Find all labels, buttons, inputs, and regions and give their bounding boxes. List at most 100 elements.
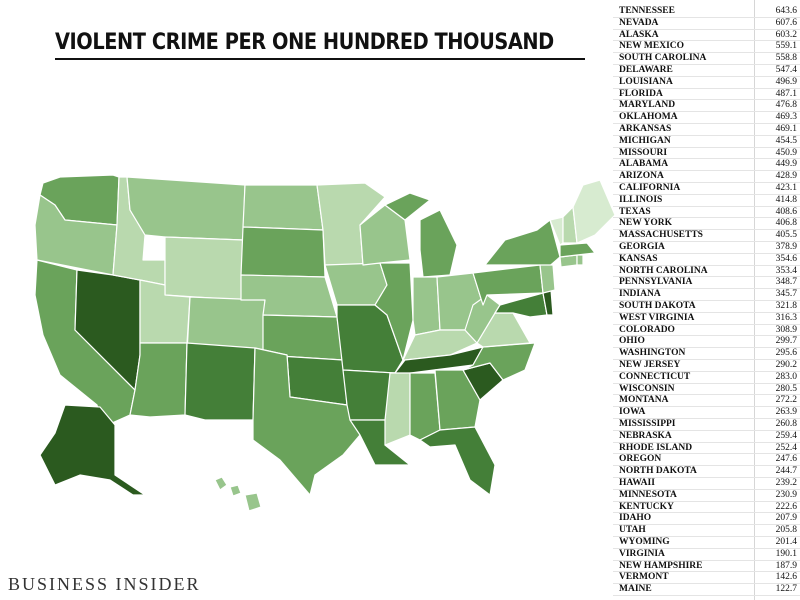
crime-rate-value: 428.9	[775, 171, 797, 182]
table-row: ALASKA 603.2	[613, 30, 800, 42]
table-row: ARIZONA 428.9	[613, 171, 800, 183]
state-massachusetts	[559, 242, 596, 258]
state-name: NORTH DAKOTA	[619, 466, 697, 477]
state-name: LOUISIANA	[619, 76, 673, 87]
table-row: NEVADA 607.6	[613, 18, 800, 30]
crime-rate-value: 308.9	[775, 324, 797, 335]
crime-rate-value: 290.2	[775, 360, 797, 370]
us-choropleth-map	[34, 174, 616, 512]
table-row: IDAHO 207.9	[613, 513, 800, 526]
state-name: MISSOURI	[619, 147, 668, 158]
crime-rate-value: 187.9	[775, 560, 797, 571]
state-name: MINNESOTA	[619, 489, 677, 500]
state-michigan	[419, 209, 458, 278]
business-insider-logo: BUSINESS INSIDER	[8, 574, 201, 594]
state-name: MICHIGAN	[619, 135, 671, 146]
table-row: MICHIGAN 454.5	[613, 136, 800, 148]
crime-rate-value: 476.8	[775, 100, 797, 111]
table-row: GEORGIA 378.9	[613, 242, 800, 254]
crime-rate-value: 280.5	[775, 383, 797, 394]
table-row: NEW HAMPSHIRE 187.9	[613, 561, 800, 573]
table-row: NEBRASKA 259.4	[613, 431, 800, 443]
state-michigan-upper	[384, 192, 431, 221]
crime-rate-value: 607.6	[775, 17, 797, 28]
crime-rate-value: 222.6	[775, 501, 797, 512]
state-illinois	[374, 262, 414, 361]
state-name: PENNSYLVANIA	[619, 277, 693, 288]
crime-rate-value: 207.9	[775, 513, 797, 524]
state-south-dakota	[240, 226, 326, 278]
table-row: VERMONT 142.6	[613, 572, 800, 585]
state-alaska	[39, 404, 146, 496]
state-name: ARIZONA	[619, 171, 664, 182]
crime-rate-value: 450.9	[775, 147, 797, 158]
table-row: UTAH 205.8	[613, 525, 800, 537]
crime-rate-value: 559.1	[775, 41, 797, 52]
crime-rate-value: 378.9	[775, 242, 797, 252]
table-row: WEST VIRGINIA 316.3	[613, 313, 800, 325]
table-row: MISSOURI 450.9	[613, 148, 800, 160]
table-row: MONTANA 272.2	[613, 395, 800, 408]
state-name: ALABAMA	[619, 159, 669, 170]
table-row: WASHINGTON 295.6	[613, 348, 800, 360]
crime-rate-value: 252.4	[775, 442, 797, 453]
crime-rate-value: 263.9	[775, 407, 797, 418]
table-row: OHIO 299.7	[613, 336, 800, 349]
crime-rate-value: 469.3	[775, 112, 797, 123]
crime-rate-value: 345.7	[775, 289, 797, 300]
crime-rate-value: 406.8	[775, 218, 797, 229]
state-name: SOUTH CAROLINA	[619, 53, 707, 64]
state-name: MASSACHUSETTS	[619, 230, 703, 241]
state-name: WYOMING	[619, 537, 670, 547]
state-montana	[126, 176, 246, 241]
crime-rate-value: 469.1	[775, 124, 797, 134]
state-name: NEVADA	[619, 17, 659, 28]
state-name: NEW MEXICO	[619, 41, 685, 52]
state-name: RHODE ISLAND	[619, 442, 693, 453]
crime-rate-value: 449.9	[775, 159, 797, 170]
crime-rate-value: 408.6	[775, 206, 797, 217]
table-row: MINNESOTA 230.9	[613, 490, 800, 502]
state-name: COLORADO	[619, 324, 675, 335]
state-mississippi	[384, 372, 411, 446]
table-row: WYOMING 201.4	[613, 537, 800, 549]
state-name: WISCONSIN	[619, 383, 675, 394]
title-underline	[55, 58, 585, 60]
crime-rate-value: 487.1	[775, 88, 797, 99]
state-georgia	[434, 369, 481, 431]
table-row: ARKANSAS 469.1	[613, 124, 800, 136]
page-title: VIOLENT CRIME PER ONE HUNDRED THOUSAND	[55, 30, 554, 55]
crime-rate-value: 230.9	[775, 489, 797, 500]
state-name: FLORIDA	[619, 88, 663, 99]
state-name: KANSAS	[619, 253, 658, 264]
state-name: GEORGIA	[619, 242, 665, 252]
crime-rate-value: 353.4	[775, 265, 797, 276]
state-name: MARYLAND	[619, 100, 676, 111]
state-name: DELAWARE	[619, 65, 673, 75]
table-row: SOUTH DAKOTA 321.8	[613, 301, 800, 313]
state-hawaii-2	[229, 484, 242, 497]
state-name: OKLAHOMA	[619, 112, 678, 123]
table-row: CONNECTICUT 283.0	[613, 372, 800, 384]
state-florida	[419, 426, 496, 496]
state-name: OREGON	[619, 454, 662, 465]
table-row: MAINE 122.7	[613, 584, 800, 596]
table-row: VIRGINIA 190.1	[613, 549, 800, 561]
crime-rate-table: TENNESSEE 643.6 NEVADA 607.6 ALASKA 603.2 NEW …	[613, 0, 800, 600]
table-row: WISCONSIN 280.5	[613, 384, 800, 396]
crime-rate-value: 259.4	[775, 430, 797, 441]
crime-rate-value: 496.9	[775, 76, 797, 87]
table-column-divider	[754, 0, 755, 600]
table-row: MARYLAND 476.8	[613, 100, 800, 113]
state-name: HAWAII	[619, 478, 655, 488]
crime-rate-value: 643.6	[775, 6, 797, 16]
table-row: NORTH CAROLINA 353.4	[613, 266, 800, 278]
table-row: KENTUCKY 222.6	[613, 502, 800, 514]
state-indiana	[412, 276, 441, 336]
state-name: IDAHO	[619, 513, 652, 524]
crime-rate-value: 205.8	[775, 525, 797, 536]
crime-rate-value: 603.2	[775, 29, 797, 40]
state-rhode-island	[576, 254, 584, 266]
state-name: KENTUCKY	[619, 501, 674, 512]
state-name: ARKANSAS	[619, 124, 672, 134]
